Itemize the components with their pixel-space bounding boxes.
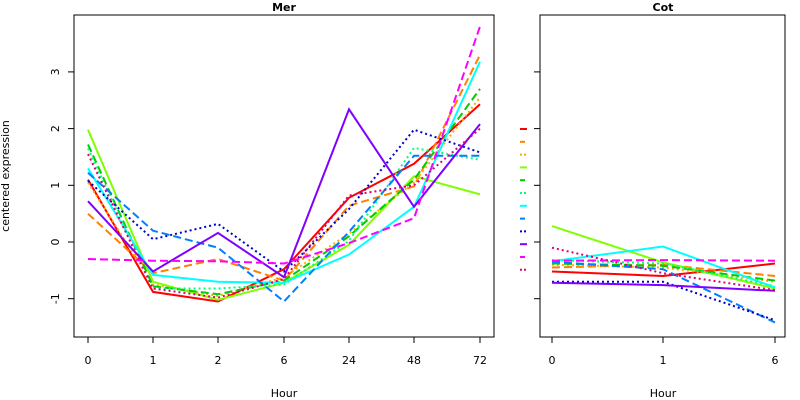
x-tick-label: 1 xyxy=(150,354,157,367)
y-ticks-cot xyxy=(534,71,540,300)
series-line-11 xyxy=(87,26,481,265)
series-line-8 xyxy=(87,154,480,303)
legend xyxy=(520,128,527,271)
plot-frame-mer xyxy=(73,14,495,338)
series-line-10 xyxy=(87,107,481,279)
series-line-2 xyxy=(551,263,776,277)
series-lines-mer xyxy=(87,26,481,303)
series-line-11 xyxy=(551,259,776,262)
series-line-6 xyxy=(87,146,481,290)
series-line-6 xyxy=(551,259,776,288)
x-ticks-cot: 0 1 6 xyxy=(549,337,779,367)
series-line-12 xyxy=(87,127,481,299)
series-lines-cot xyxy=(551,225,776,324)
series-line-3 xyxy=(551,263,776,283)
x-tick-label: 24 xyxy=(342,354,356,367)
panel-cot: Cot 0 1 6 Hour xyxy=(534,1,786,400)
y-tick-label: 0 xyxy=(49,239,62,246)
series-line-9 xyxy=(552,280,776,322)
y-tick-label: 3 xyxy=(49,68,62,75)
panel-title-cot: Cot xyxy=(653,1,674,14)
series-line-1 xyxy=(87,103,481,303)
y-tick-label: 2 xyxy=(49,125,62,132)
panel-mer: Mer 0 1 2 6 24 48 72 -1 0 1 2 3 Hour centered expr… xyxy=(0,1,495,400)
x-tick-label: 0 xyxy=(85,354,92,367)
x-tick-label: 1 xyxy=(660,354,667,367)
x-tick-label: 0 xyxy=(549,354,556,367)
series-line-8 xyxy=(551,260,776,324)
series-line-7 xyxy=(87,61,481,284)
panel-title-mer: Mer xyxy=(272,1,296,14)
series-line-4 xyxy=(87,129,481,301)
x-tick-label: 6 xyxy=(281,354,288,367)
x-tick-label: 6 xyxy=(772,354,779,367)
series-line-4 xyxy=(551,225,776,290)
series-line-7 xyxy=(551,245,776,289)
y-tick-label: 1 xyxy=(49,182,62,189)
x-ticks-mer: 0 1 2 6 24 48 72 xyxy=(85,337,487,367)
x-tick-label: 72 xyxy=(473,354,487,367)
series-line-9 xyxy=(87,128,481,273)
y-ticks-mer: -1 0 1 2 3 xyxy=(49,68,74,304)
series-line-10 xyxy=(551,281,776,292)
y-tick-label: -1 xyxy=(49,293,62,304)
x-axis-label-cot: Hour xyxy=(650,387,677,400)
x-axis-label-mer: Hour xyxy=(271,387,298,400)
y-axis-label: centered expression xyxy=(0,120,12,232)
x-tick-label: 48 xyxy=(407,354,421,367)
series-line-1 xyxy=(551,262,776,278)
x-tick-label: 2 xyxy=(215,354,222,367)
series-line-2 xyxy=(87,54,481,282)
series-line-5 xyxy=(87,88,481,296)
